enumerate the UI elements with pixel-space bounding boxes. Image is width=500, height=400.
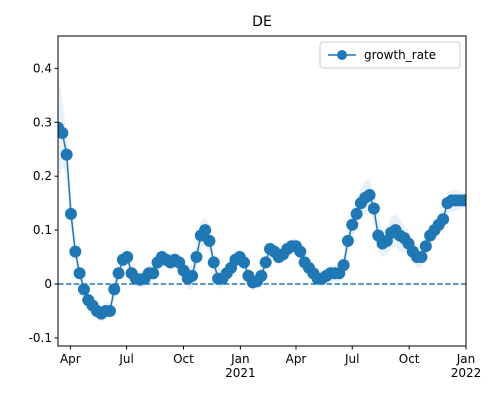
marker [199,224,212,237]
marker [341,234,354,247]
marker [350,207,363,220]
plot-frame [57,35,467,347]
x-tick-label: Jan 2021 [225,352,256,380]
legend-frame [319,41,461,69]
y-tick-label: 0.3 [33,115,52,129]
mask [466,0,500,400]
mask [0,0,58,400]
marker [64,207,77,220]
marker [238,256,251,269]
x-tick-label: Jan 2022 [451,352,482,380]
marker [69,245,82,258]
marker [190,251,203,264]
marker [367,202,380,215]
y-tick-label: 0.1 [33,223,52,237]
marker [437,213,450,226]
mask [0,346,500,400]
x-tick-label: Oct [399,352,420,366]
y-tick-label: 0 [44,277,52,291]
marker [207,256,220,269]
x-tick-label: Jul [118,352,133,366]
legend: growth_rate [319,41,461,69]
marker [121,251,134,264]
x-tick-label: Jul [344,352,359,366]
chart-title: DE [252,14,272,30]
x-tick-label: Apr [286,352,307,366]
marker [259,256,272,269]
marker [415,251,428,264]
marker [147,267,160,280]
marker [363,189,376,202]
marker [103,304,116,317]
marker [60,148,73,161]
marker [337,259,350,272]
legend-label: growth_rate [364,48,436,62]
marker [56,127,69,140]
legend-marker [337,50,347,60]
marker [112,267,125,280]
marker [255,269,268,282]
x-tick-label: Apr [60,352,81,366]
x-tick-label: Oct [173,352,194,366]
marker [203,234,216,247]
mask [0,0,500,36]
marker [77,283,90,296]
marker [73,267,86,280]
marker [108,283,121,296]
marker [294,245,307,258]
y-tick-label: 0.2 [33,169,52,183]
marker [186,269,199,282]
marker [419,240,432,253]
y-tick-label: 0.4 [33,61,52,75]
y-tick-label: -0.1 [29,331,52,345]
marker [346,218,359,231]
